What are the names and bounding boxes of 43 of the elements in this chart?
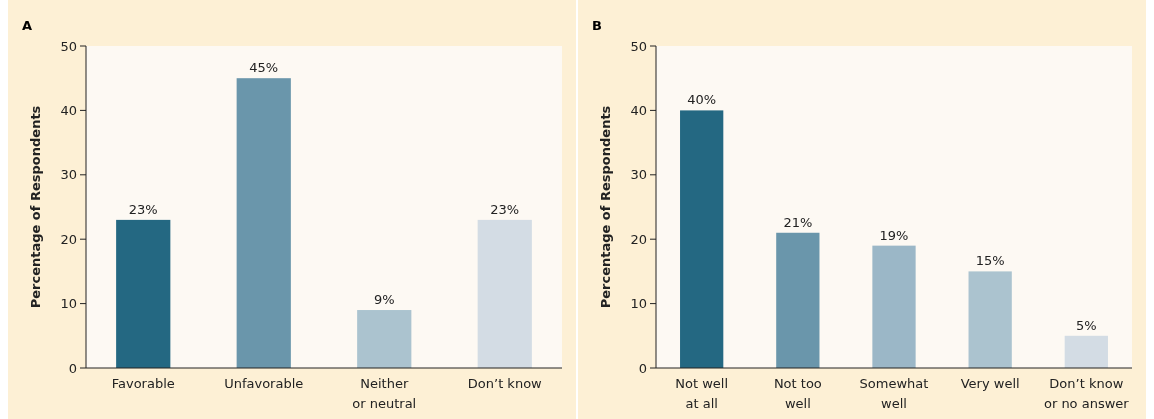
x-tick-label: Don’t know or no answer: [1043, 376, 1130, 411]
y-tick-label: 20: [630, 231, 647, 247]
data-label: 9%: [373, 292, 395, 308]
bar: [477, 219, 532, 368]
x-tick-label: Favorable: [111, 376, 175, 391]
data-label: 19%: [879, 227, 909, 243]
y-tick-label: 20: [60, 231, 77, 247]
x-tick-label: Somewhat well: [859, 376, 929, 411]
data-label: 5%: [1076, 317, 1097, 333]
x-tick-label: Not well at all: [675, 376, 729, 411]
bar: [1064, 335, 1108, 368]
data-label: 21%: [783, 214, 813, 230]
y-tick-label: 40: [630, 102, 647, 118]
y-tick-label: 10: [60, 296, 77, 312]
data-label: 45%: [249, 60, 279, 76]
data-label: 40%: [687, 92, 717, 108]
x-tick-label: Very well: [960, 376, 1020, 391]
y-tick-label: 30: [630, 167, 647, 183]
bar: [968, 271, 1012, 368]
data-label: 23%: [128, 201, 158, 217]
bar: [116, 219, 171, 368]
y-tick-label: 0: [638, 360, 647, 376]
y-tick-label: 50: [60, 38, 77, 54]
y-axis-title: Percentage of Respondents: [28, 105, 43, 309]
data-label: 15%: [975, 253, 1005, 269]
y-tick-label: 30: [60, 167, 77, 183]
y-axis-title: Percentage of Respondents: [598, 105, 613, 309]
bar: [872, 245, 916, 368]
y-tick-label: 40: [60, 102, 77, 118]
bar: [357, 310, 412, 368]
x-tick-label: Don’t know: [467, 376, 543, 391]
bar: [776, 232, 820, 368]
bar: [680, 110, 724, 368]
bar: [236, 78, 291, 368]
y-tick-label: 0: [68, 360, 77, 376]
chart-title: A: [22, 18, 33, 33]
y-tick-label: 10: [630, 296, 647, 312]
y-tick-label: 50: [630, 38, 647, 54]
x-tick-label: Not too well: [773, 376, 822, 411]
chart-title: B: [592, 18, 602, 33]
x-tick-label: Unfavorable: [224, 376, 304, 391]
x-tick-label: Neither or neutral: [352, 376, 417, 411]
data-label: 23%: [490, 201, 520, 217]
